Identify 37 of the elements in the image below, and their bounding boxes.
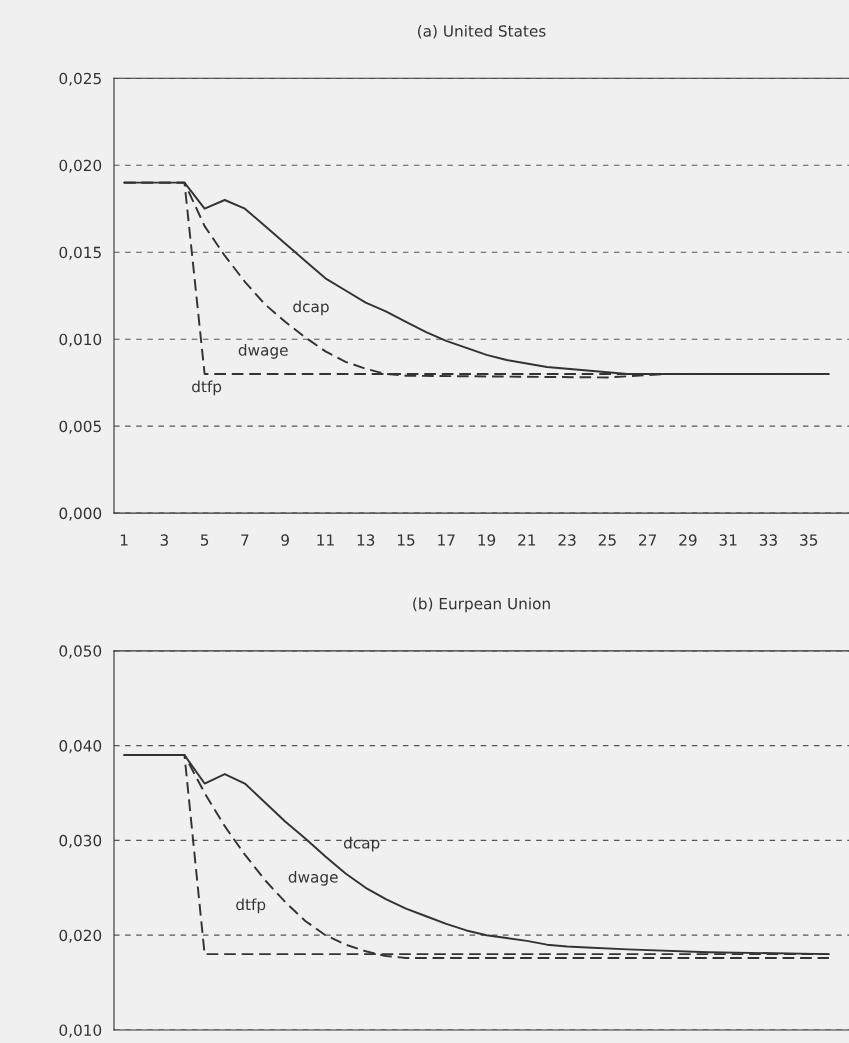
x-tick-label: 5 bbox=[200, 534, 209, 546]
annotation: dcap bbox=[293, 300, 329, 316]
annotation: dwage bbox=[288, 870, 338, 886]
y-tick-label: 0,010 bbox=[59, 1024, 102, 1038]
annotation: dtfp bbox=[236, 898, 266, 914]
annotation: dtfp bbox=[192, 380, 222, 396]
x-tick-label: 17 bbox=[438, 534, 455, 546]
y-tick-label: 0,030 bbox=[59, 834, 102, 848]
annotation: dcap bbox=[343, 836, 380, 852]
y-tick-label: 0,015 bbox=[59, 246, 101, 260]
y-tick-label: 0,040 bbox=[59, 740, 102, 754]
x-tick-label: 21 bbox=[518, 534, 536, 546]
x-tick-label: 13 bbox=[357, 534, 375, 546]
y-tick-label: 0,020 bbox=[59, 929, 102, 943]
x-tick-label: 25 bbox=[598, 534, 616, 546]
annotation: dwage bbox=[238, 343, 288, 359]
x-tick-label: 1 bbox=[120, 534, 128, 546]
y-tick-label: 0,050 bbox=[59, 645, 102, 659]
y-tick-label: 0,000 bbox=[59, 507, 102, 521]
x-tick-label: 23 bbox=[558, 534, 576, 546]
x-tick-label: 9 bbox=[281, 534, 289, 546]
x-tick-label: 33 bbox=[759, 534, 777, 546]
x-tick-label: 35 bbox=[800, 534, 818, 546]
y-tick-label: 0,020 bbox=[59, 159, 102, 173]
y-tick-label: 0,005 bbox=[59, 420, 101, 434]
chart-title: (a) United States bbox=[418, 24, 546, 39]
chart-title: (b) Eurpean Union bbox=[413, 597, 550, 613]
x-tick-label: 19 bbox=[478, 534, 496, 546]
x-tick-label: 3 bbox=[160, 534, 168, 546]
y-tick-label: 0,010 bbox=[59, 333, 102, 347]
x-tick-label: 7 bbox=[241, 534, 249, 546]
x-tick-label: 15 bbox=[397, 534, 415, 546]
x-tick-label: 31 bbox=[719, 534, 737, 546]
y-tick-label: 0,025 bbox=[59, 72, 101, 86]
x-tick-label: 29 bbox=[679, 534, 697, 546]
x-tick-label: 11 bbox=[317, 534, 334, 546]
x-tick-label: 27 bbox=[639, 534, 657, 546]
